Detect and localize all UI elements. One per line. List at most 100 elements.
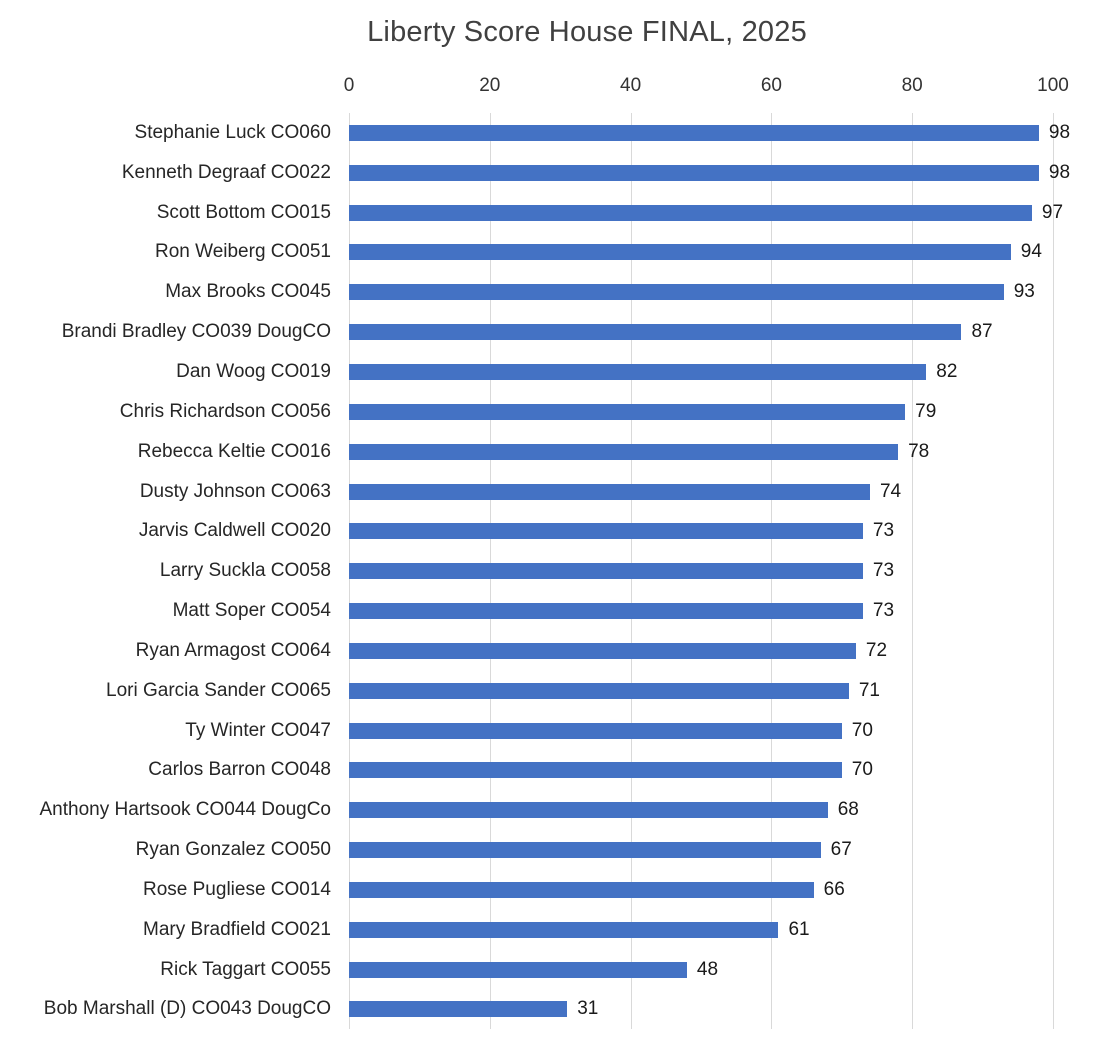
bar: [349, 324, 962, 341]
category-label: Dusty Johnson CO063: [139, 480, 331, 502]
category-label: Lori Garcia Sander CO065: [106, 679, 331, 701]
value-label: 72: [865, 639, 888, 661]
bar: [349, 523, 863, 540]
bar: [349, 762, 842, 779]
bar-row: 79: [349, 392, 1053, 432]
bar-row: 67: [349, 830, 1053, 870]
x-axis-tick-label: 100: [1037, 75, 1069, 96]
bar: [349, 443, 899, 460]
bar-row: 61: [349, 910, 1053, 950]
x-axis-tick-label: 20: [479, 75, 501, 96]
bar-row: 68: [349, 790, 1053, 830]
value-label: 31: [577, 998, 599, 1020]
gridline: [1053, 113, 1054, 1030]
category-label: Brandi Bradley CO039 DougCO: [61, 321, 331, 343]
bar-row: 87: [349, 312, 1053, 352]
bar-row: 93: [349, 272, 1053, 312]
value-label: 61: [788, 918, 810, 940]
value-label: 71: [858, 679, 880, 701]
gridline: [912, 113, 914, 1030]
bar: [349, 563, 863, 580]
category-label: Dan Woog CO019: [176, 360, 331, 382]
value-label: 87: [971, 321, 993, 343]
bar-row: 70: [349, 711, 1053, 751]
bar: [349, 802, 828, 819]
x-axis-ticks: 0 20 40 60 80 100: [344, 75, 1069, 107]
value-label: 74: [879, 480, 902, 502]
category-label: Bob Marshall (D) CO043 DougCO: [43, 998, 331, 1020]
category-label: Larry Suckla CO058: [159, 560, 331, 582]
bar: [349, 722, 842, 739]
bar-row: 71: [349, 671, 1053, 711]
category-label: Kenneth Degraaf CO022: [121, 161, 331, 183]
x-axis-tick-label: 60: [760, 75, 782, 96]
category-label: Jarvis Caldwell CO020: [138, 520, 331, 542]
bar-row: 74: [349, 472, 1053, 512]
plot-area: 98 98 97 94 93 87 82 79 78 74 73 73 73 72 71 70 70 68 67 66…: [349, 113, 1070, 1030]
category-label: Rose Pugliese CO014: [143, 878, 331, 900]
bar: [349, 961, 687, 978]
bar: [349, 363, 927, 380]
bar-row: 82: [349, 352, 1053, 392]
bar: [349, 682, 849, 699]
category-label: Mary Bradfield CO021: [143, 918, 331, 940]
bar-row: 73: [349, 511, 1053, 551]
bar-row: 73: [349, 591, 1053, 631]
category-label: Ron Weiberg CO051: [154, 241, 331, 263]
bar: [349, 921, 779, 938]
value-label: 93: [1013, 281, 1035, 303]
category-label: Rebecca Keltie CO016: [137, 440, 331, 462]
bar: [349, 204, 1032, 221]
value-label: 79: [915, 400, 937, 422]
bar: [349, 603, 863, 620]
category-label: Chris Richardson CO056: [119, 400, 331, 422]
category-label: Rick Taggart CO055: [160, 958, 331, 980]
bar-rows: 98 98 97 94 93 87 82 79 78 74 73 73 73 72 71 70 70 68 67 66…: [349, 113, 1070, 1030]
x-axis-tick-label: 40: [620, 75, 642, 96]
category-label: Ryan Gonzalez CO050: [135, 839, 331, 861]
value-label: 48: [696, 958, 719, 980]
bar: [349, 403, 906, 420]
bar-row: 98: [349, 113, 1070, 153]
bar: [349, 642, 856, 659]
bar: [349, 124, 1039, 141]
value-label: 66: [823, 878, 845, 900]
value-label: 73: [872, 600, 895, 622]
bar: [349, 881, 814, 898]
bar-row: 94: [349, 233, 1053, 273]
bar: [349, 284, 1004, 301]
category-label: Matt Soper CO054: [172, 600, 331, 622]
bar: [349, 483, 870, 500]
value-label: 70: [851, 759, 873, 781]
bar-row: 72: [349, 631, 1053, 671]
value-label: 73: [872, 520, 895, 542]
value-label: 68: [837, 799, 859, 821]
x-axis: 0 20 40 60 80 100: [0, 75, 1114, 107]
value-label: 73: [872, 560, 895, 582]
bar: [349, 1001, 568, 1018]
bar-row: 31: [349, 990, 1053, 1030]
value-label: 82: [936, 360, 958, 382]
axis-label-spacer: [0, 75, 349, 107]
chart-body: Stephanie Luck CO060 Kenneth Degraaf CO02…: [0, 113, 1114, 1030]
value-label: 70: [851, 719, 873, 741]
bar: [349, 842, 821, 859]
bar-row: 73: [349, 551, 1053, 591]
category-label: Ryan Armagost CO064: [135, 639, 331, 661]
category-labels: Stephanie Luck CO060 Kenneth Degraaf CO02…: [0, 113, 349, 1029]
bar-row: 98: [349, 153, 1070, 193]
bar: [349, 164, 1039, 181]
category-label: Scott Bottom CO015: [156, 201, 331, 223]
chart-title: Liberty Score House FINAL, 2025: [367, 16, 807, 48]
category-label: Max Brooks CO045: [165, 281, 331, 303]
bar-row: 78: [349, 432, 1053, 472]
category-label: Ty Winter CO047: [185, 719, 331, 741]
bar-row: 97: [349, 193, 1063, 233]
bar: [349, 244, 1011, 261]
category-label: Carlos Barron CO048: [148, 759, 331, 781]
value-label: 78: [908, 440, 930, 462]
category-label: Anthony Hartsook CO044 DougCo: [39, 799, 332, 821]
value-label: 98: [1048, 121, 1071, 143]
bar-row: 48: [349, 950, 1053, 990]
